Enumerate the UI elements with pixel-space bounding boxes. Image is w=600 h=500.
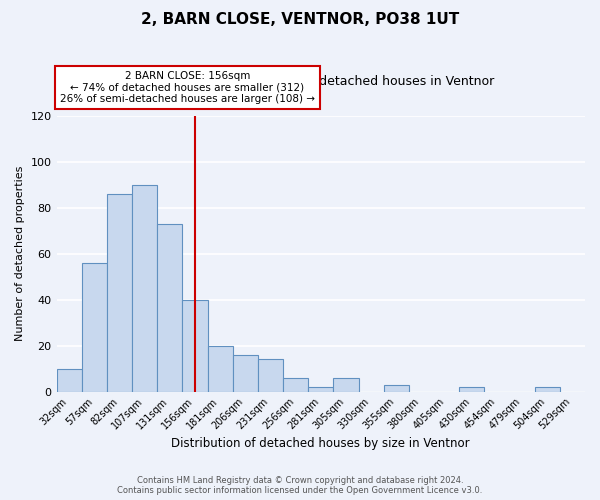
- Bar: [283, 378, 308, 392]
- X-axis label: Distribution of detached houses by size in Ventnor: Distribution of detached houses by size …: [172, 437, 470, 450]
- Bar: [308, 387, 334, 392]
- Bar: [334, 378, 359, 392]
- Bar: [82, 263, 107, 392]
- Bar: [535, 387, 560, 392]
- Bar: [107, 194, 132, 392]
- Bar: [132, 184, 157, 392]
- Text: Contains HM Land Registry data © Crown copyright and database right 2024.
Contai: Contains HM Land Registry data © Crown c…: [118, 476, 482, 495]
- Bar: [208, 346, 233, 392]
- Bar: [233, 355, 258, 392]
- Bar: [56, 368, 82, 392]
- Bar: [459, 387, 484, 392]
- Text: 2, BARN CLOSE, VENTNOR, PO38 1UT: 2, BARN CLOSE, VENTNOR, PO38 1UT: [141, 12, 459, 28]
- Bar: [182, 300, 208, 392]
- Title: Size of property relative to detached houses in Ventnor: Size of property relative to detached ho…: [148, 75, 494, 88]
- Bar: [258, 360, 283, 392]
- Bar: [157, 224, 182, 392]
- Bar: [383, 385, 409, 392]
- Y-axis label: Number of detached properties: Number of detached properties: [15, 166, 25, 342]
- Text: 2 BARN CLOSE: 156sqm
← 74% of detached houses are smaller (312)
26% of semi-deta: 2 BARN CLOSE: 156sqm ← 74% of detached h…: [60, 71, 315, 104]
